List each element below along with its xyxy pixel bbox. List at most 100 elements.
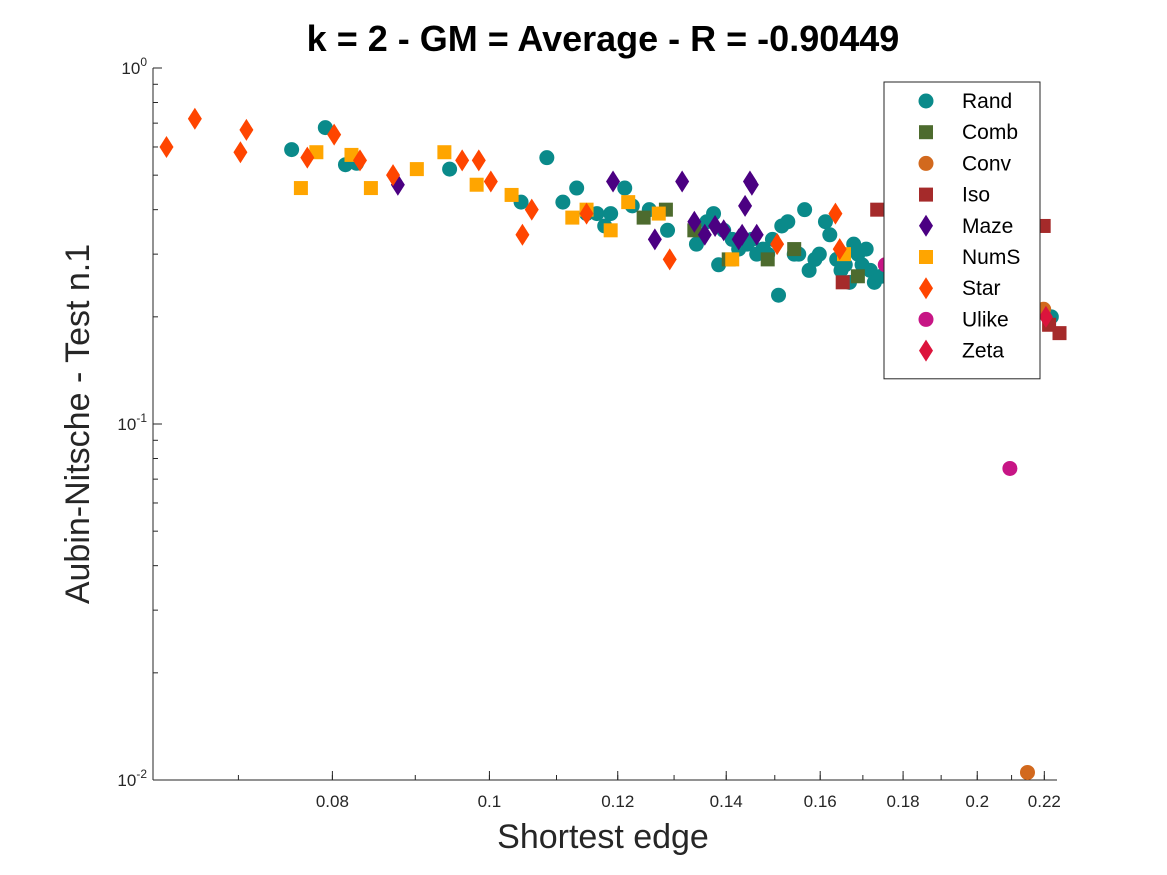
data-point — [617, 180, 633, 196]
data-point — [636, 210, 651, 225]
data-point — [687, 210, 702, 233]
data-point — [1038, 305, 1053, 328]
data-point — [565, 210, 580, 225]
data-point — [780, 214, 796, 230]
data-point — [744, 173, 759, 196]
data-point — [437, 145, 452, 160]
x-tick-label: 0.22 — [1028, 792, 1061, 811]
x-tick-label: 0.14 — [710, 792, 743, 811]
data-point — [706, 206, 722, 222]
legend-marker — [919, 214, 933, 237]
data-point — [471, 149, 486, 172]
legend-marker — [918, 93, 934, 109]
y-tick-label: 10-1 — [117, 411, 147, 434]
plot-area: 0.08 0.1 0.12 0.14 0.16 0.18 0.2 0.22 100 10-1 10-… — [117, 55, 1067, 811]
legend-marker — [919, 125, 933, 140]
data-point — [817, 214, 833, 230]
data-point — [735, 223, 750, 246]
data-point — [770, 233, 785, 256]
x-tick-label: 0.08 — [316, 792, 349, 811]
y-axis-label: Aubin-Nitsche - Test n.1 — [59, 244, 97, 604]
data-point — [442, 161, 458, 177]
data-point — [787, 242, 802, 257]
legend-label: Maze — [962, 215, 1013, 238]
legend-marker — [919, 339, 933, 362]
legend-marker — [918, 155, 934, 171]
data-point — [386, 164, 401, 187]
y-tick-label: 10-2 — [117, 767, 147, 790]
data-point — [832, 238, 847, 261]
data-point — [716, 219, 731, 242]
x-tick-label: 0.2 — [965, 792, 989, 811]
legend-label: NumS — [962, 246, 1020, 269]
data-point — [801, 262, 817, 278]
data-point — [675, 170, 690, 193]
data-point — [797, 202, 813, 218]
data-point — [327, 123, 342, 146]
data-point — [822, 227, 838, 243]
legend-entry: Iso — [919, 184, 990, 207]
data-point — [870, 202, 885, 217]
data-point — [603, 223, 618, 238]
legend-label: Iso — [962, 184, 990, 207]
data-point — [187, 107, 202, 130]
legend-entry: Zeta — [919, 339, 1004, 363]
legend-label: Comb — [962, 121, 1018, 144]
data-point — [363, 181, 378, 196]
series-maze — [390, 170, 764, 251]
data-point — [1002, 460, 1018, 476]
data-points — [159, 107, 1067, 780]
data-point — [317, 120, 333, 136]
data-point — [483, 170, 498, 193]
data-point — [569, 180, 585, 196]
data-point — [524, 198, 539, 221]
x-axis-label: Shortest edge — [497, 818, 709, 856]
data-point — [300, 146, 315, 169]
data-point — [651, 206, 666, 221]
legend-marker — [918, 311, 934, 327]
legend-marker — [919, 250, 933, 264]
data-point — [1052, 326, 1067, 341]
data-point — [352, 149, 367, 172]
data-point — [835, 275, 850, 290]
data-point — [811, 246, 827, 262]
legend-entry: Comb — [919, 121, 1018, 144]
data-point — [738, 194, 753, 217]
data-point — [697, 223, 712, 246]
x-tick-label: 0.1 — [478, 792, 502, 811]
data-point — [662, 248, 677, 271]
data-point — [239, 118, 254, 141]
legend-box — [883, 81, 1041, 380]
data-point — [621, 195, 636, 210]
data-point — [858, 241, 874, 257]
data-point — [469, 177, 484, 192]
data-point — [1019, 764, 1035, 780]
data-point — [760, 252, 775, 267]
data-point — [233, 141, 248, 164]
data-point — [515, 223, 530, 246]
legend-marker — [919, 277, 933, 300]
data-point — [455, 149, 470, 172]
legend-entry: Rand — [918, 90, 1012, 113]
legend-entry: Ulike — [918, 308, 1009, 331]
data-point — [284, 142, 300, 158]
series-star — [159, 107, 847, 271]
x-tick-label: 0.18 — [887, 792, 920, 811]
legend-marker — [919, 187, 933, 202]
data-point — [504, 187, 519, 202]
legend-entry: NumS — [919, 246, 1020, 269]
data-point — [293, 181, 308, 196]
x-tick-label: 0.16 — [804, 792, 837, 811]
legend-label: Rand — [962, 90, 1012, 113]
legend-entry: Conv — [918, 152, 1012, 175]
x-tick-label: 0.12 — [601, 792, 634, 811]
series-zeta — [1038, 305, 1053, 328]
legend-label: Star — [962, 277, 1001, 300]
legend: Rand Comb Conv Iso Maze NumS Star Ulike Zeta — [883, 81, 1041, 380]
data-point — [660, 222, 676, 238]
legend-label: Zeta — [962, 340, 1004, 363]
data-point — [603, 206, 619, 222]
data-point — [539, 150, 555, 166]
chart-title: k = 2 - GM = Average - R = -0.90449 — [307, 18, 900, 59]
